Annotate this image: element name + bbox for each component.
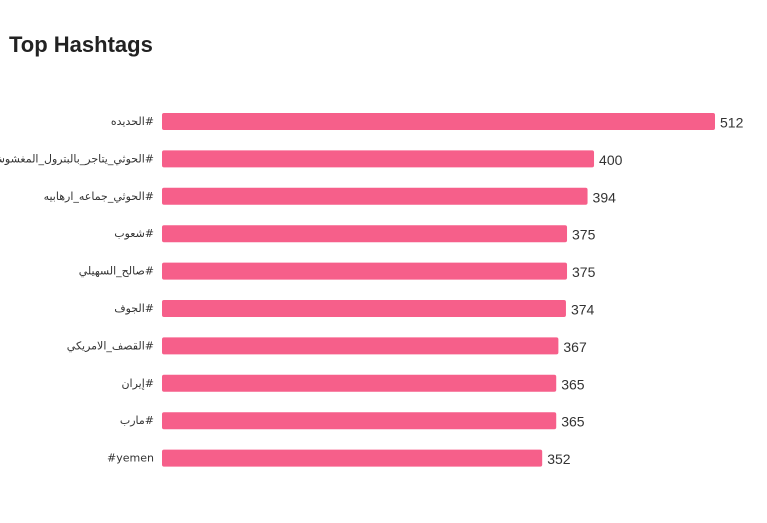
value-label: 394	[593, 189, 617, 205]
category-label: #إيران	[121, 377, 154, 390]
bar[interactable]	[162, 225, 568, 243]
bar[interactable]	[162, 187, 588, 205]
category-label: #yemen	[107, 452, 154, 465]
value-label: 352	[547, 451, 571, 467]
bar[interactable]	[162, 412, 557, 430]
value-label: 400	[599, 152, 623, 168]
category-label: #الحوثي_جماعه_ارهابيه	[44, 190, 154, 203]
bar[interactable]	[162, 262, 568, 280]
value-label: 365	[561, 376, 585, 392]
category-label: #الحوثي_يتاجر_بالبترول_المغشوش	[0, 152, 154, 165]
bar[interactable]	[162, 150, 595, 168]
value-label: 512	[720, 115, 744, 131]
data-labels: 512 400 394 375 375 374 367 365 365 352	[547, 115, 743, 468]
category-label: #مارب	[120, 414, 154, 427]
bar[interactable]	[162, 300, 566, 317]
bar[interactable]	[162, 449, 543, 467]
bar[interactable]	[162, 337, 559, 355]
category-axis: #الحديده #الحوثي_يتاجر_بالبترول_المغشوش #ا…	[0, 115, 154, 465]
category-label: #صالح_السهيلي	[79, 265, 154, 278]
value-label: 375	[572, 227, 596, 243]
chart-title: Top Hashtags	[9, 32, 153, 57]
category-label: #شعوب	[114, 227, 154, 240]
bars	[162, 113, 715, 467]
value-label: 367	[563, 339, 587, 355]
value-label: 374	[571, 302, 595, 318]
category-label: #الحديده	[111, 115, 154, 128]
value-label: 375	[572, 264, 596, 280]
category-label: #القصف_الامريكي	[67, 339, 154, 352]
bar[interactable]	[162, 113, 715, 130]
category-label: #الجوف	[114, 302, 154, 315]
value-label: 365	[561, 414, 585, 430]
bar[interactable]	[162, 374, 557, 392]
